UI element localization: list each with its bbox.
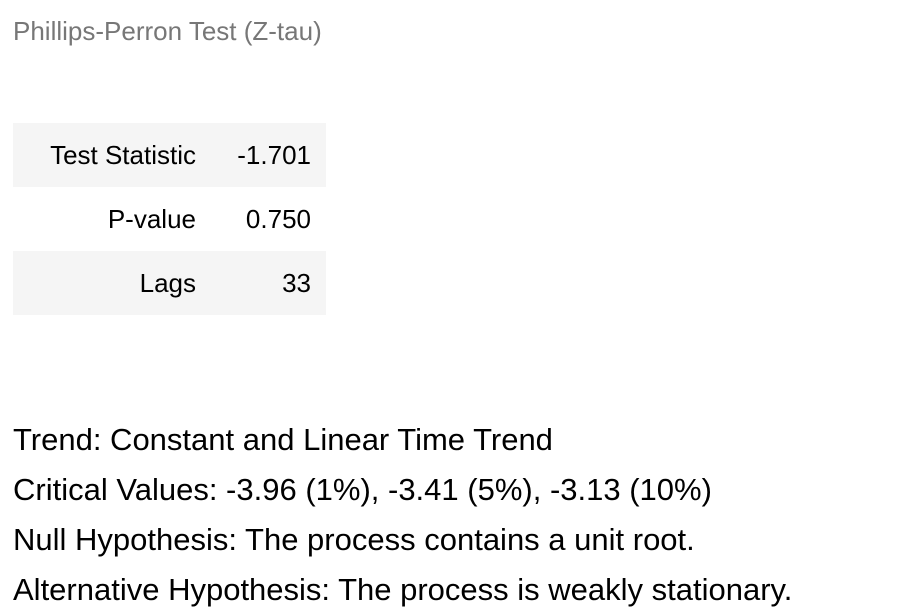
test-summary: Trend: Constant and Linear Time Trend Cr… <box>13 415 792 615</box>
row-value: -1.701 <box>211 123 326 187</box>
table-row-lags: Lags 33 <box>13 251 326 315</box>
row-label: Test Statistic <box>13 123 211 187</box>
alternative-hypothesis-line: Alternative Hypothesis: The process is w… <box>13 572 793 607</box>
table-caption: Phillips-Perron Test (Z-tau) <box>13 16 322 46</box>
row-value: 0.750 <box>245 203 311 234</box>
table-row-p-value: P-value 0.750 <box>13 187 326 251</box>
null-hypothesis-line: Null Hypothesis: The process contains a … <box>13 522 695 557</box>
row-label: P-value <box>107 203 196 234</box>
row-label: Lags <box>13 251 211 315</box>
critical-values-line: Critical Values: -3.96 (1%), -3.41 (5%),… <box>13 472 712 507</box>
table-row-test-statistic: Test Statistic -1.701 <box>13 123 326 187</box>
trend-line: Trend: Constant and Linear Time Trend <box>13 422 553 457</box>
row-value: 33 <box>211 251 326 315</box>
test-results-table: Test Statistic -1.701 P-value 0.750 Lags… <box>13 123 326 315</box>
